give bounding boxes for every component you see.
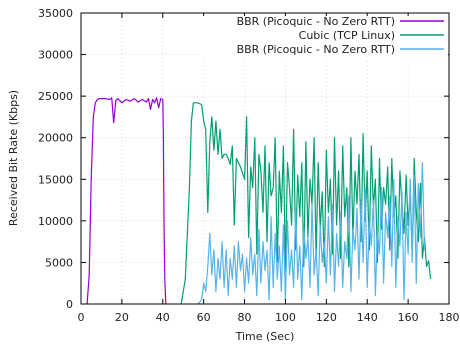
legend-background bbox=[198, 16, 448, 60]
y-tick-label: 35000 bbox=[38, 7, 73, 20]
y-tick-label: 15000 bbox=[38, 173, 73, 186]
x-tick-label: 60 bbox=[197, 311, 211, 324]
y-tick-label: 20000 bbox=[38, 132, 73, 145]
series-lines bbox=[86, 97, 432, 305]
y-tick-label: 0 bbox=[66, 298, 73, 311]
tick-labels: 0 5000 10000 15000 20000 25000 30000 35000 0 20 40… bbox=[38, 7, 460, 324]
series-line-1 bbox=[86, 97, 167, 305]
legend-label-3: BBR (Picoquic - No Zero RTT) bbox=[237, 43, 395, 56]
legend-entry-3: BBR (Picoquic - No Zero RTT) bbox=[237, 43, 444, 56]
x-tick-label: 120 bbox=[316, 311, 337, 324]
x-axis-label: Time (Sec) bbox=[235, 330, 295, 343]
x-tick-label: 180 bbox=[439, 311, 460, 324]
x-tick-label: 80 bbox=[238, 311, 252, 324]
x-tick-label: 20 bbox=[115, 311, 129, 324]
y-tick-label: 10000 bbox=[38, 215, 73, 228]
legend-label-2: Cubic (TCP Linux) bbox=[299, 29, 395, 42]
legend-entry-2: Cubic (TCP Linux) bbox=[299, 29, 444, 42]
x-tick-label: 40 bbox=[156, 311, 170, 324]
y-tick-label: 30000 bbox=[38, 49, 73, 62]
x-tick-label: 0 bbox=[78, 311, 85, 324]
legend: BBR (Picoquic - No Zero RTT) Cubic (TCP … bbox=[198, 15, 448, 60]
series-line-3 bbox=[197, 162, 426, 305]
x-tick-label: 160 bbox=[398, 311, 419, 324]
y-axis-label: Received Bit Rate (Kbps) bbox=[7, 90, 20, 226]
plot-frame bbox=[80, 12, 450, 305]
y-tick-label: 25000 bbox=[38, 90, 73, 103]
legend-entry-1: BBR (Picoquic - No Zero RTT) bbox=[237, 15, 444, 28]
x-tick-label: 100 bbox=[275, 311, 296, 324]
legend-label-1: BBR (Picoquic - No Zero RTT) bbox=[237, 15, 395, 28]
x-tick-label: 140 bbox=[357, 311, 378, 324]
y-tick-label: 5000 bbox=[45, 256, 73, 269]
